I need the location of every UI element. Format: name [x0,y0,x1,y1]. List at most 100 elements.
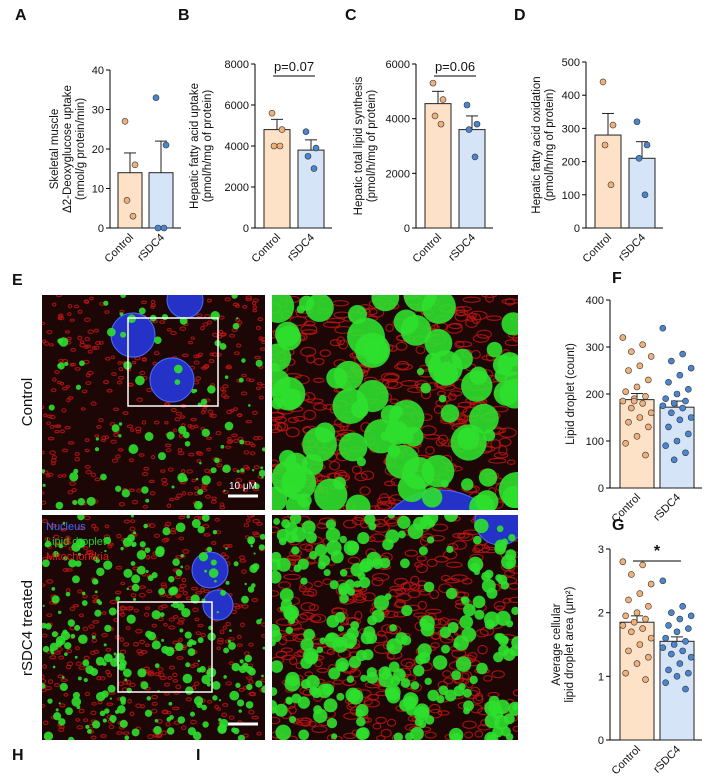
mito [136,397,144,403]
mito [58,358,64,363]
mito [69,362,75,367]
mito [46,421,52,426]
droplet [401,605,413,617]
mito [148,479,155,484]
mito [180,725,187,731]
droplet [347,689,364,705]
mito [351,516,365,526]
droplet [231,662,241,672]
y-axis-label: Lipid droplet (count) [565,343,577,445]
mito [74,366,81,371]
mito [237,413,242,418]
droplet [78,634,88,645]
mito [233,438,239,444]
mito [145,554,151,560]
data-point [619,334,627,341]
mito [229,333,236,338]
mito [161,730,167,736]
mito [248,480,256,484]
mito [53,682,61,688]
droplet [42,622,47,629]
mito [211,496,217,501]
mito [168,665,176,670]
droplet [279,605,286,612]
droplet [49,642,59,652]
droplet [461,596,470,605]
mito [170,527,177,532]
mito [167,467,174,472]
data-point [682,685,689,693]
mito [243,464,250,470]
mito [142,504,149,509]
droplet [200,398,208,406]
droplet [250,544,253,548]
droplet [104,549,107,553]
mito [512,689,518,697]
mito [73,304,80,309]
mito [50,461,56,466]
mito [512,334,518,343]
droplet [161,314,169,321]
droplet [272,660,284,673]
mito [43,413,48,418]
droplet [359,558,374,572]
y-tick-label: 500 [562,57,580,69]
data-point [676,416,684,424]
data-point [276,142,284,150]
droplet [44,540,52,548]
mito [512,725,518,732]
x-tick-label: rSDC4 [285,232,317,264]
mito [225,445,232,449]
mito [179,583,187,589]
droplet [256,619,262,625]
droplet [101,690,109,698]
droplet [86,496,96,506]
droplet [493,652,504,663]
mito [174,575,181,580]
data-point [645,653,652,661]
droplet [258,469,265,477]
droplet [130,561,136,566]
droplet [179,628,184,633]
data-point [676,371,684,379]
droplet [139,541,146,548]
mito [193,681,200,686]
mito [154,672,162,677]
data-point [676,615,684,623]
droplet [281,519,291,529]
droplet [346,540,360,554]
droplet [74,560,82,567]
droplet [313,708,328,723]
mito [326,648,335,656]
droplet [439,626,452,639]
mito [101,611,107,615]
mito [84,448,90,453]
data-point [633,383,641,391]
data-point [625,596,632,604]
mito [316,667,329,673]
mito [309,613,327,624]
droplet [127,534,135,542]
mito [148,523,156,528]
data-point [665,622,672,629]
mito [153,533,161,538]
mito [415,345,426,355]
mito [238,687,245,692]
mito [255,325,262,331]
mito [131,499,139,505]
mito [233,351,240,356]
droplet [333,476,347,490]
droplet [337,661,348,672]
droplet [81,600,88,606]
droplet [179,476,183,480]
data-point [662,634,669,642]
droplet [93,579,99,585]
droplet [389,624,397,632]
mito [98,418,104,423]
mito [47,472,54,477]
mito [109,599,118,605]
droplet [95,656,105,666]
droplet [329,580,339,590]
mito [64,330,70,334]
droplet [241,595,249,604]
